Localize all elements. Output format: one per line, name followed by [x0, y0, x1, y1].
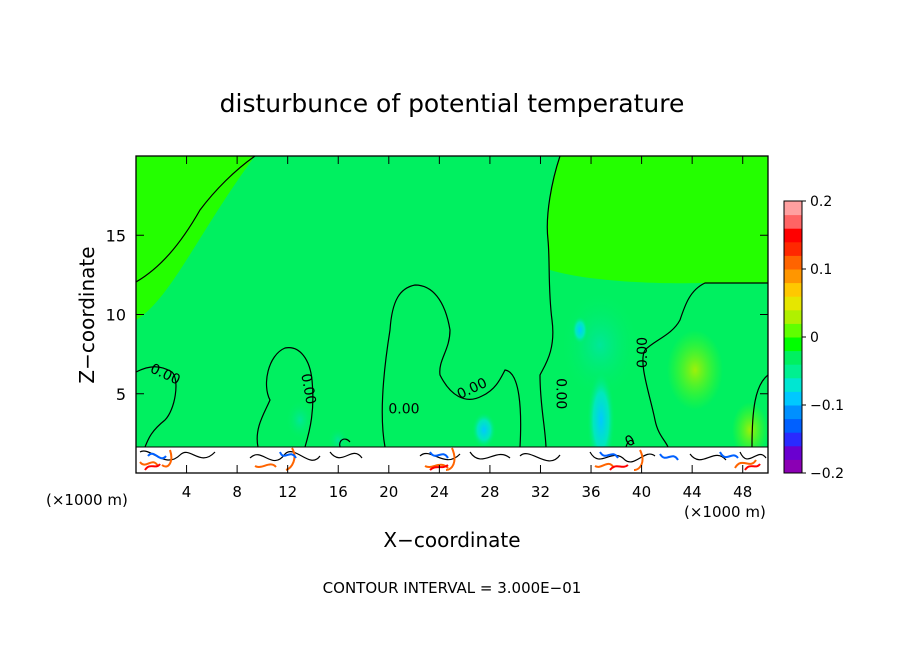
colorbar-tick-label: 0.2 [810, 194, 832, 210]
contour-label: 0.00 [635, 337, 651, 368]
anomaly-patch [328, 428, 348, 452]
x-axis-tick-labels: 4 8 12 16 20 24 28 32 36 40 44 48 [182, 483, 752, 501]
colorbar-segment [784, 296, 802, 311]
x-tick-label: 40 [632, 483, 651, 501]
x-axis-label: X−coordinate [383, 528, 520, 552]
anomaly-patch [732, 402, 768, 458]
y-axis-label: Z−coordinate [75, 246, 99, 383]
colorbar-tick-label: −0.2 [810, 466, 844, 482]
colorbar-segment [784, 350, 802, 365]
colorbar-segment [784, 445, 802, 460]
anomaly-patch [587, 370, 615, 470]
anomaly-patch [667, 330, 723, 410]
x-tick-label: 12 [278, 483, 297, 501]
colorbar [784, 201, 802, 474]
x-tick-label: 48 [733, 483, 752, 501]
x-tick-label: 36 [581, 483, 600, 501]
colorbar-segment [784, 323, 802, 338]
contour-label: 0.00 [388, 402, 419, 418]
x-unit-right: (×1000 m) [684, 503, 766, 521]
anomaly-patch [572, 316, 588, 344]
surface-layer [136, 446, 768, 473]
contour-label: 0.00 [297, 372, 318, 405]
x-tick-label: 44 [683, 483, 702, 501]
x-tick-label: 8 [232, 483, 242, 501]
colorbar-segment [784, 269, 802, 284]
y-tick-label: 15 [106, 226, 126, 245]
x-tick-label: 16 [329, 483, 348, 501]
colorbar-segment [784, 337, 802, 352]
contour-interval-note: CONTOUR INTERVAL = 3.000E−01 [323, 579, 582, 597]
colorbar-segment [784, 432, 802, 447]
colorbar-segment [784, 459, 802, 474]
x-tick-label: 20 [379, 483, 398, 501]
contour-label: 0.00 [553, 378, 569, 409]
x-axis-ticks [186, 156, 744, 473]
colorbar-segment [784, 201, 802, 216]
colorbar-segment [784, 228, 802, 243]
colorbar-tick-label: −0.1 [810, 398, 844, 414]
x-tick-label: 24 [430, 483, 449, 501]
colorbar-segment [784, 418, 802, 433]
colorbar-tick-label: 0 [810, 330, 819, 346]
colorbar-segment [784, 391, 802, 406]
colorbar-segment [784, 241, 802, 256]
colorbar-segment [784, 214, 802, 229]
x-tick-label: 32 [531, 483, 550, 501]
y-tick-label: 5 [116, 385, 126, 404]
heatmap-field [136, 156, 768, 473]
contour-lines [136, 156, 768, 448]
colorbar-segment [784, 377, 802, 392]
y-tick-label: 10 [106, 306, 126, 325]
colorbar-tick-label: 0.1 [810, 262, 832, 278]
chart-title: disturbunce of potential temperature [220, 89, 685, 118]
anomaly-patch [472, 412, 496, 448]
x-unit-left: (×1000 m) [46, 491, 128, 509]
colorbar-segment [784, 405, 802, 420]
colorbar-segment [784, 255, 802, 270]
x-tick-label: 28 [480, 483, 499, 501]
y-axis-ticks [136, 234, 768, 395]
colorbar-segment [784, 364, 802, 379]
y-axis-tick-labels: 5 10 15 [106, 226, 126, 404]
colorbar-segment [784, 309, 802, 324]
anomaly-patch [286, 400, 314, 440]
colorbar-ticks: 0.2 0.1 0 −0.1 −0.2 [802, 194, 844, 482]
colorbar-segment [784, 282, 802, 297]
x-tick-label: 4 [182, 483, 192, 501]
